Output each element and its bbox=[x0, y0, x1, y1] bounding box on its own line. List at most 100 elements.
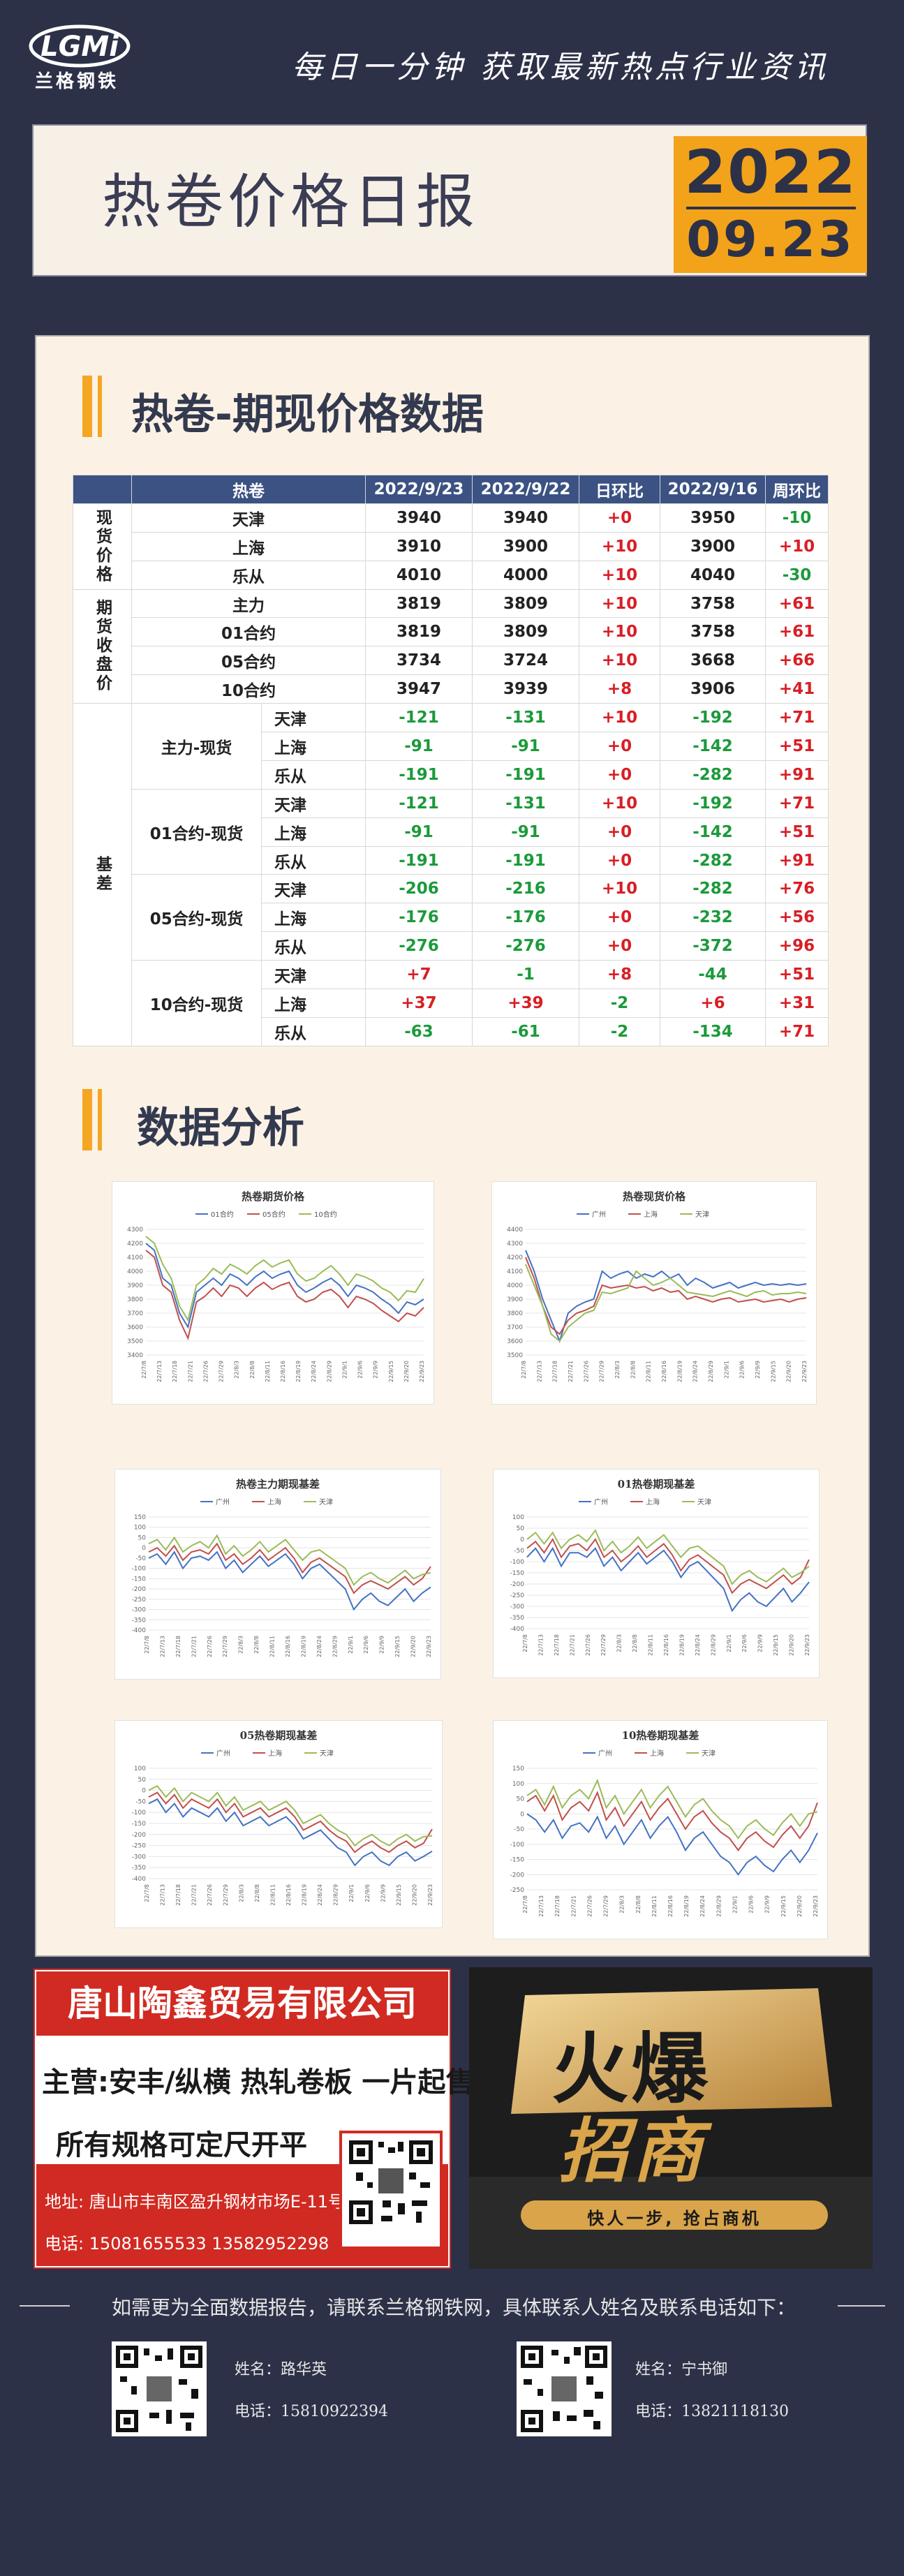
contact1-name: 姓名：路华英 bbox=[235, 2361, 327, 2378]
table-cell: -282 bbox=[660, 760, 766, 790]
table-cell: +10 bbox=[579, 560, 660, 590]
x-tick-label: 22/8/19 bbox=[302, 1884, 308, 1906]
table-cell: +10 bbox=[765, 531, 829, 561]
x-tick-label: 22/9/1 bbox=[348, 1636, 354, 1654]
table-cell: +10 bbox=[579, 788, 660, 818]
table-cell: 3819 bbox=[365, 589, 473, 619]
series-line bbox=[148, 1534, 431, 1586]
chart-futures-price: 热卷期货价格 01合约 05合约 10合约 4300 4200 4100 4000 3900 38… bbox=[112, 1181, 434, 1405]
x-tick-label: 22/7/29 bbox=[600, 1634, 607, 1656]
y-tick-label: -200 bbox=[510, 1581, 525, 1588]
table-cell: +0 bbox=[579, 732, 660, 761]
x-tick-label: 22/7/29 bbox=[223, 1884, 229, 1906]
y-tick-label: 3500 bbox=[127, 1338, 143, 1345]
table-cell: 3950 bbox=[660, 503, 766, 533]
x-tick-label: 22/7/21 bbox=[568, 1361, 574, 1382]
table-row-label: 乐从 bbox=[131, 560, 366, 590]
x-tick-label: 22/9/9 bbox=[755, 1361, 761, 1379]
y-tick-label: 50 bbox=[517, 1796, 525, 1803]
series-line bbox=[148, 1791, 433, 1853]
legend-entry: 01合约 bbox=[211, 1210, 234, 1219]
table-row-label: 乐从 bbox=[261, 760, 366, 790]
table-cell: -191 bbox=[365, 845, 473, 875]
table-cell: +10 bbox=[579, 874, 660, 904]
table-cell: +6 bbox=[660, 989, 766, 1018]
price-table: 热卷 2022/9/23 2022/9/22 日环比 2022/9/16 周环比… bbox=[73, 475, 829, 1046]
table-cell: +41 bbox=[765, 674, 829, 704]
table-header bbox=[73, 475, 132, 504]
y-tick-label: -100 bbox=[510, 1842, 525, 1849]
y-tick-label: -200 bbox=[510, 1872, 525, 1879]
x-tick-label: 22/8/29 bbox=[708, 1361, 714, 1382]
table-cell: 3947 bbox=[365, 674, 473, 704]
x-tick-label: 22/8/19 bbox=[295, 1361, 302, 1382]
qr-code-icon bbox=[112, 2341, 207, 2436]
table-row-label: 天津 bbox=[261, 788, 366, 818]
table-cell: 3900 bbox=[472, 531, 579, 561]
series-line bbox=[148, 1798, 433, 1867]
table-cell: +0 bbox=[579, 931, 660, 961]
y-tick-label: -50 bbox=[135, 1555, 146, 1562]
table-cell: +10 bbox=[579, 646, 660, 676]
series-line bbox=[525, 1257, 807, 1335]
table-cell: -30 bbox=[765, 560, 829, 590]
x-tick-label: 22/8/19 bbox=[676, 1361, 683, 1382]
series-line bbox=[525, 1264, 807, 1342]
table-header: 热卷 bbox=[131, 475, 366, 504]
table-sub-label: 05合约-现货 bbox=[131, 874, 262, 961]
ad-company-name: 唐山陶鑫贸易有限公司 bbox=[68, 1983, 417, 2024]
chart-title: 热卷期货价格 bbox=[242, 1190, 305, 1203]
y-tick-label: -350 bbox=[132, 1617, 147, 1624]
x-tick-label: 22/9/23 bbox=[801, 1361, 808, 1382]
x-tick-label: 22/7/21 bbox=[187, 1361, 193, 1382]
x-tick-label: 22/9/1 bbox=[341, 1361, 348, 1379]
x-tick-label: 22/9/20 bbox=[796, 1895, 803, 1917]
table-header: 2022/9/23 bbox=[365, 475, 473, 504]
table-cell: +51 bbox=[765, 817, 829, 847]
x-tick-label: 22/9/6 bbox=[364, 1884, 371, 1902]
date-day: 09.23 bbox=[686, 211, 855, 268]
y-tick-label: -250 bbox=[132, 1843, 147, 1850]
table-cell: -91 bbox=[472, 817, 579, 847]
x-tick-label: 22/7/29 bbox=[218, 1361, 225, 1382]
table-cell: +0 bbox=[579, 903, 660, 933]
table-cell: 3724 bbox=[472, 646, 579, 676]
x-tick-label: 22/9/20 bbox=[410, 1636, 417, 1657]
table-cell: +39 bbox=[472, 989, 579, 1018]
table-cell: -192 bbox=[660, 703, 766, 733]
table-cell: -191 bbox=[472, 845, 579, 875]
x-tick-label: 22/7/21 bbox=[191, 1636, 197, 1657]
table-cell: -121 bbox=[365, 703, 473, 733]
x-tick-label: 22/7/29 bbox=[222, 1636, 228, 1657]
table-cell: 3900 bbox=[660, 531, 766, 561]
table-cell: -276 bbox=[365, 931, 473, 961]
table-cell: +0 bbox=[579, 760, 660, 790]
ad-header bbox=[36, 1971, 448, 2036]
table-row: 上海 3910 3900 +10 3900 +10 bbox=[73, 531, 829, 561]
y-tick-label: 50 bbox=[138, 1777, 147, 1784]
series-line bbox=[526, 1546, 810, 1613]
x-tick-label: 22/8/24 bbox=[311, 1361, 317, 1382]
x-tick-label: 22/7/18 bbox=[172, 1361, 178, 1382]
table-cell: 3906 bbox=[660, 674, 766, 704]
x-tick-label: 22/8/8 bbox=[635, 1895, 642, 1914]
chart-title: 热卷现货价格 bbox=[623, 1190, 686, 1203]
x-tick-label: 22/7/26 bbox=[207, 1636, 213, 1657]
table-row: 乐从 -63 -61 -2 -134 +71 bbox=[73, 1016, 829, 1046]
x-tick-label: 22/8/16 bbox=[280, 1361, 286, 1382]
x-tick-label: 22/8/16 bbox=[661, 1361, 667, 1382]
table-row: 上海 -91 -91 +0 -142 +51 bbox=[73, 732, 829, 761]
table-cell: +7 bbox=[365, 960, 473, 990]
x-tick-label: 22/9/23 bbox=[419, 1361, 425, 1382]
y-tick-label: -150 bbox=[132, 1821, 147, 1828]
series-line bbox=[148, 1542, 431, 1594]
contact2-phone: 电话：13821118130 bbox=[635, 2403, 789, 2420]
table-cell: +51 bbox=[765, 960, 829, 990]
chart-spot-price: 热卷现货价格 广州 上海 天津 4400 4300 4200 4100 4000 3900 3800… bbox=[491, 1181, 817, 1405]
table-cell: -131 bbox=[472, 788, 579, 818]
x-tick-label: 22/8/11 bbox=[646, 1361, 652, 1382]
table-cell: -131 bbox=[472, 703, 579, 733]
